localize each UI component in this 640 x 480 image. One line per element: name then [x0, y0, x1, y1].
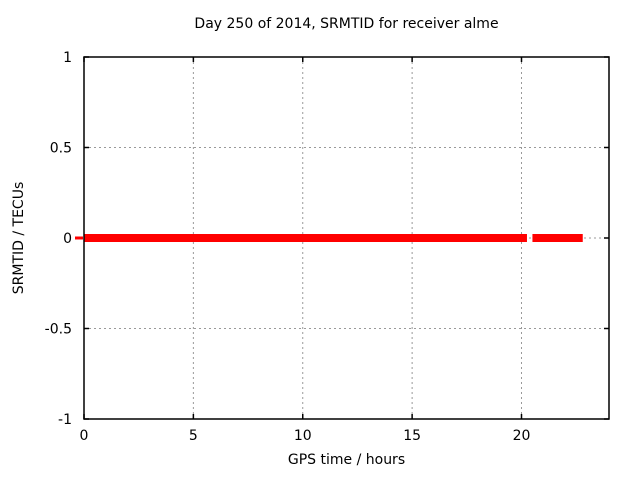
y-tick-label: 1	[63, 50, 72, 66]
x-tick-label: 0	[80, 428, 89, 444]
chart-title: Day 250 of 2014, SRMTID for receiver alm…	[194, 16, 499, 32]
x-tick-label: 20	[513, 428, 531, 444]
y-tick-label: 0.5	[50, 141, 72, 157]
y-tick-label: -0.5	[45, 322, 72, 338]
x-axis-label: GPS time / hours	[287, 452, 406, 468]
x-tick-label: 5	[189, 428, 198, 444]
y-tick-label: 0	[63, 231, 72, 247]
x-tick-label: 10	[294, 428, 312, 444]
plot-border	[83, 56, 610, 420]
x-tick-label: 15	[403, 428, 421, 444]
y-tick-label: -1	[58, 412, 72, 428]
